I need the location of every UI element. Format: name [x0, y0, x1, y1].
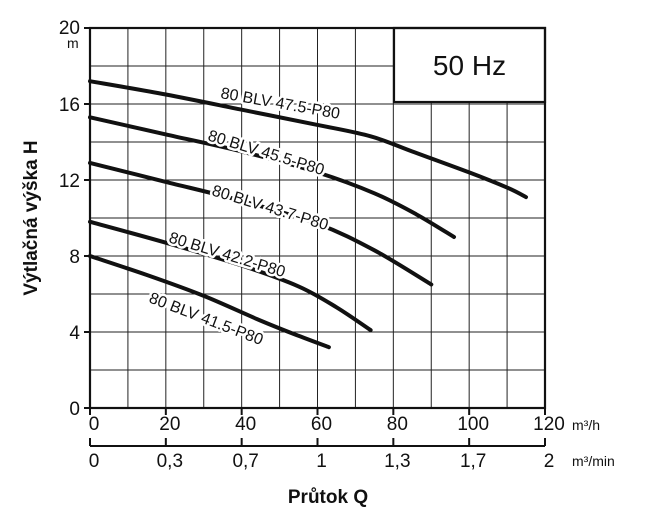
curve-1: [88, 115, 456, 239]
x-tick-label: 100: [457, 414, 489, 435]
y-tick-label: 4: [69, 323, 80, 344]
x2-unit: m³/min: [572, 453, 615, 469]
y-axis-title: Výtlačná výška H: [21, 140, 42, 295]
curve-label: 80 BLV 43.7-P80: [210, 183, 330, 235]
x2-tick-label: 1,3: [384, 451, 410, 472]
x-axis-title: Průtok Q: [288, 487, 368, 508]
x-unit: m³/h: [572, 417, 600, 433]
x-tick-label: 20: [159, 414, 180, 435]
x-tick-label: 120: [533, 414, 565, 435]
curve-label: 80 BLV 45.5-P80: [206, 128, 326, 180]
y-tick-labels: 0 4 8 12 16 20: [59, 18, 90, 420]
curve-0: [88, 79, 528, 200]
x-tick-label: 60: [311, 414, 332, 435]
x2-tick-labels: 0 0,3 0,7 1 1,3 1,7 2: [89, 438, 555, 472]
pump-curves: [88, 79, 528, 350]
x-tick-labels: 0 20 40 60 80 100 120: [89, 408, 565, 435]
frequency-label: 50 Hz: [433, 50, 506, 81]
x2-tick-label: 0,3: [157, 451, 183, 472]
y-tick-label: 0: [69, 399, 80, 420]
curve-3: [88, 219, 373, 333]
frequency-box: [392, 26, 547, 104]
curve-4: [88, 254, 331, 350]
y-unit: m: [67, 35, 79, 51]
x2-tick-label: 0,7: [232, 451, 258, 472]
x-tick-label: 0: [89, 414, 100, 435]
y-tick-label: 20: [59, 18, 80, 39]
x2-tick-label: 1: [316, 451, 327, 472]
curve-label: 80 BLV 42.2-P80: [167, 230, 287, 282]
y-tick-label: 12: [59, 171, 80, 192]
x2-tick-label: 2: [544, 451, 555, 472]
x2-tick-label: 0: [89, 451, 100, 472]
x-tick-label: 80: [387, 414, 408, 435]
curve-2: [88, 160, 434, 287]
y-tick-label: 16: [59, 95, 80, 116]
y-tick-label: 8: [69, 247, 80, 268]
x-tick-label: 40: [235, 414, 256, 435]
x2-tick-label: 1,7: [460, 451, 486, 472]
